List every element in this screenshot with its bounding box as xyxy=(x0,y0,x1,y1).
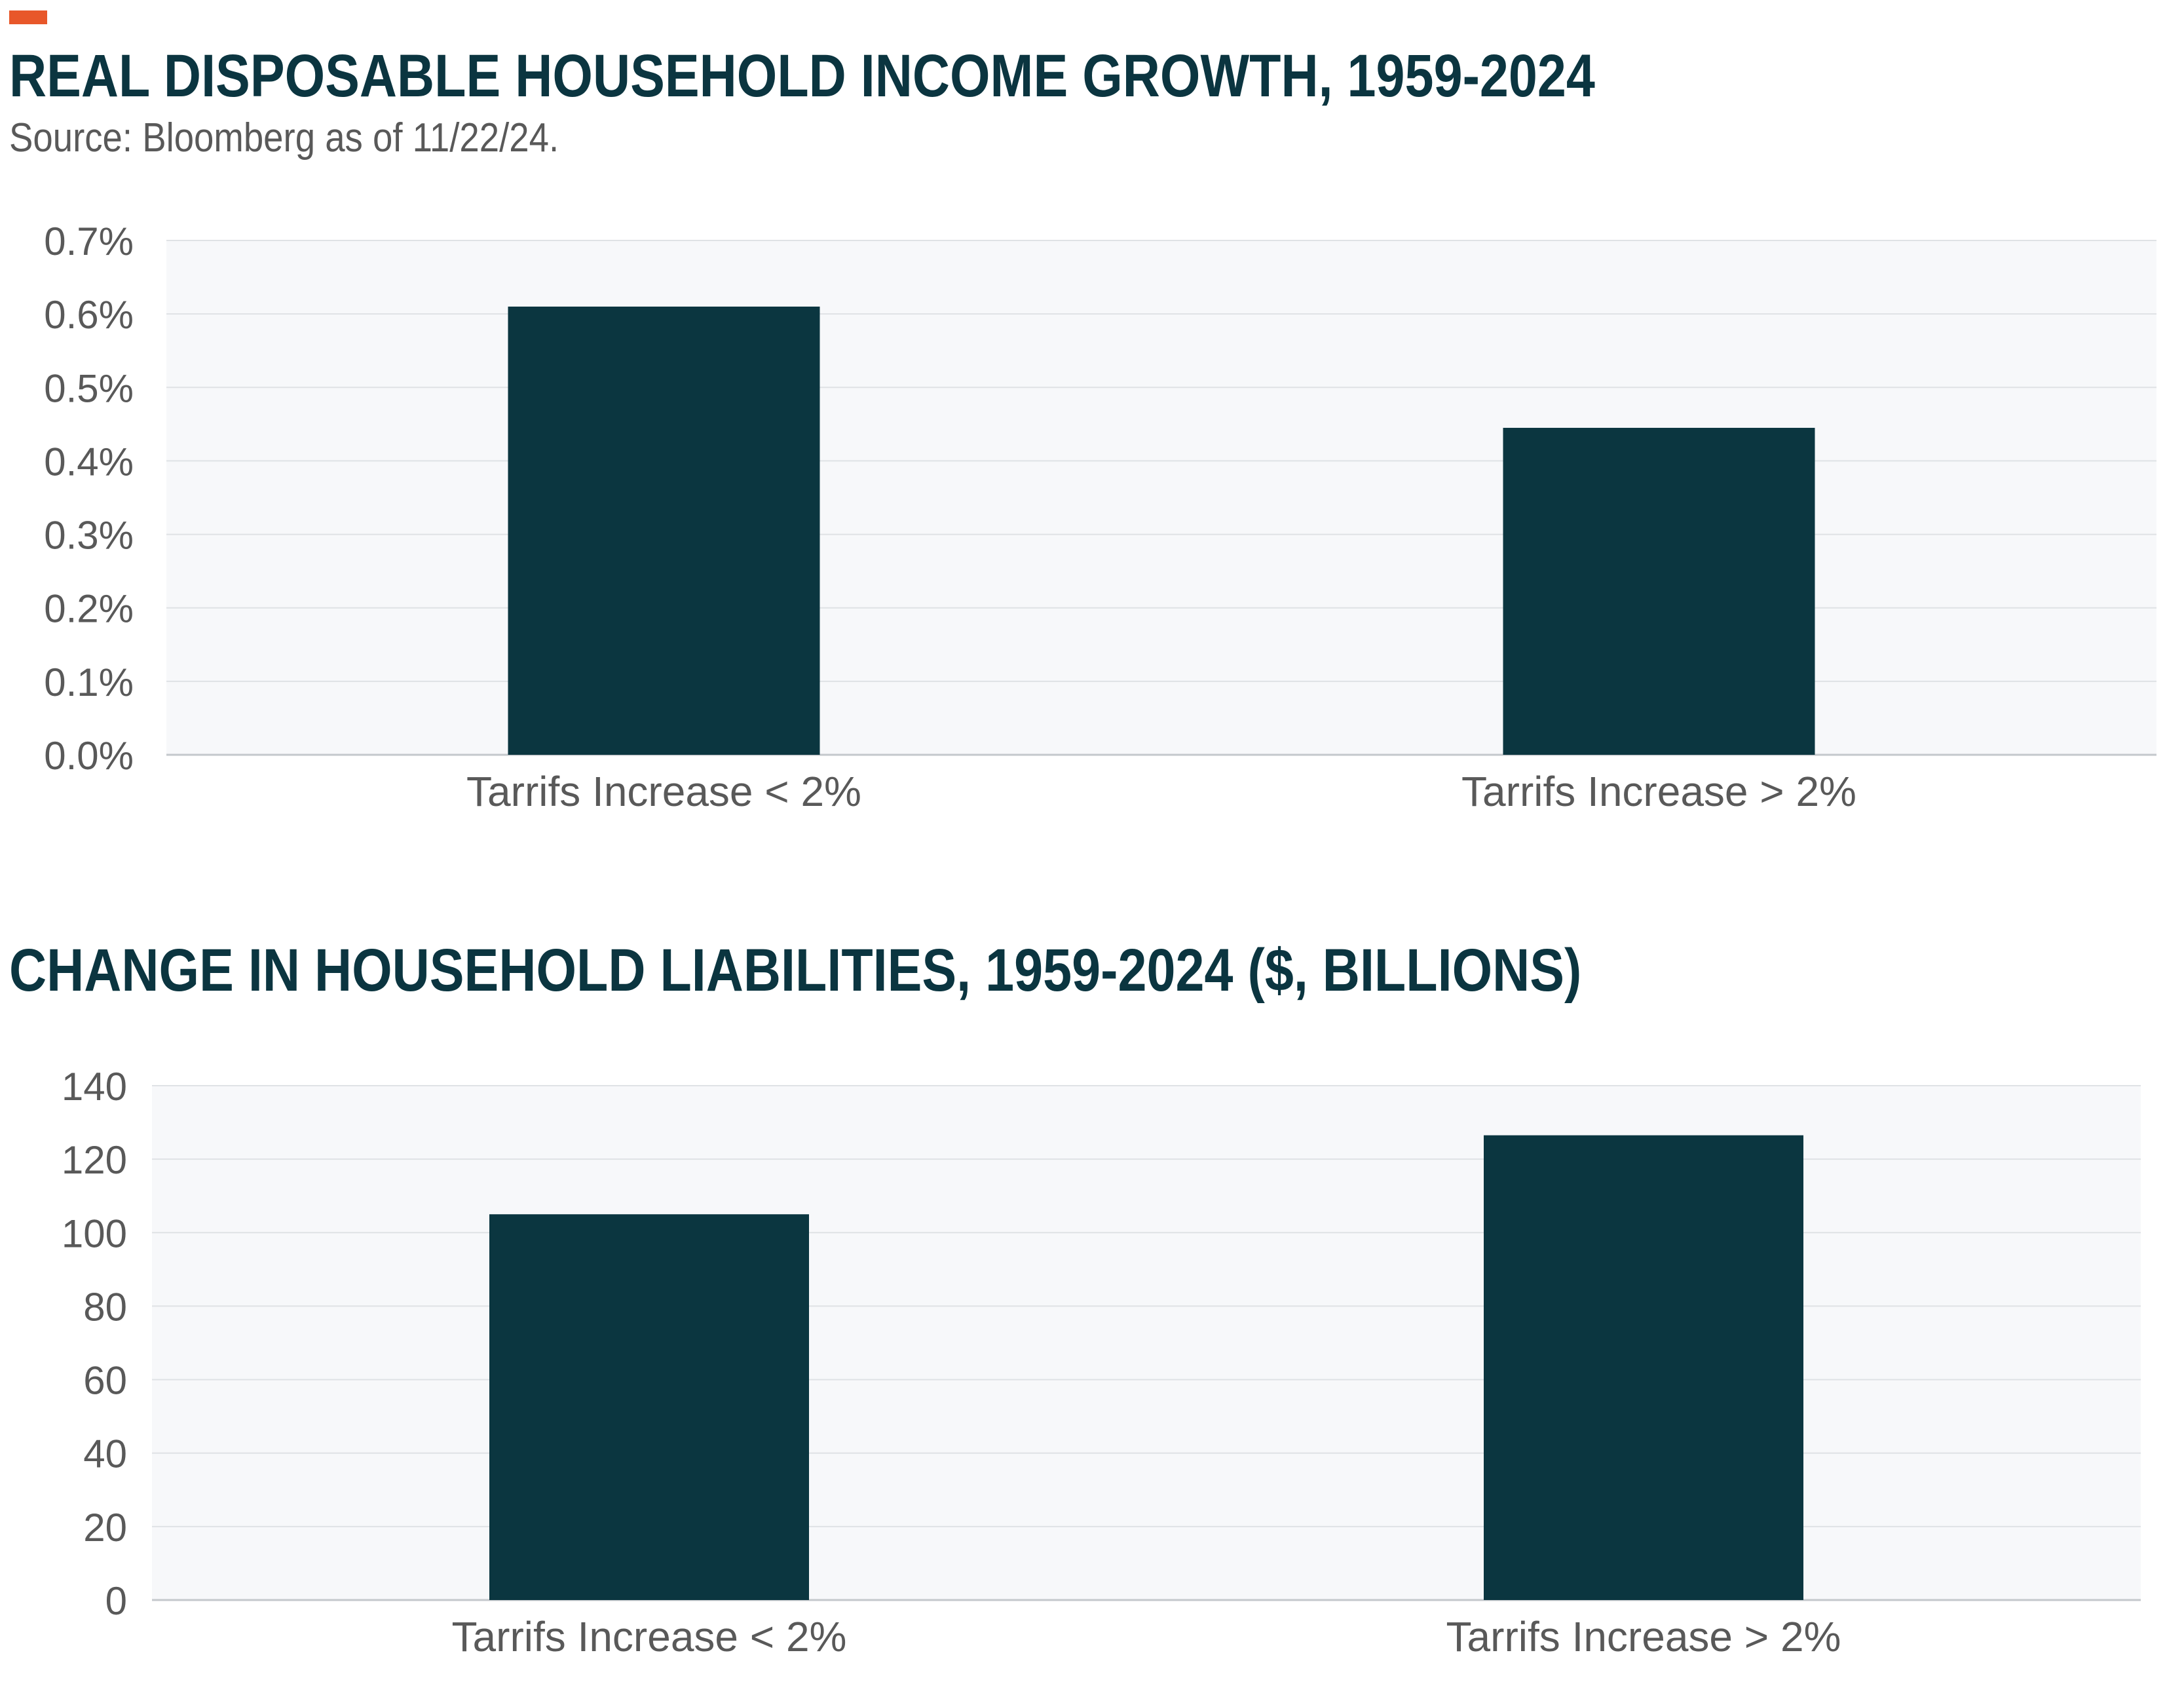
y-tick-label: 0.6% xyxy=(44,293,134,337)
plot-area xyxy=(152,1086,2141,1600)
y-tick-label: 20 xyxy=(83,1506,127,1550)
chart-title-income-growth: REAL DISPOSABLE HOUSEHOLD INCOME GROWTH,… xyxy=(9,43,1595,109)
bar xyxy=(1484,1135,1803,1600)
y-tick-label: 0.7% xyxy=(44,219,134,263)
bar xyxy=(508,306,820,755)
y-tick-label: 60 xyxy=(83,1359,127,1403)
x-category-label: Tarrifs Increase > 2% xyxy=(1446,1613,1841,1660)
y-tick-label: 0.4% xyxy=(44,440,134,484)
y-tick-label: 80 xyxy=(83,1285,127,1329)
income-growth-chart: 0.0% 0.1% 0.2% 0.3% 0.4% 0.5% 0.6% 0.7% Tarrifs … xyxy=(44,219,2156,815)
y-tick-label: 120 xyxy=(62,1138,127,1182)
chart-source-note: Source: Bloomberg as of 11/22/24. xyxy=(9,115,559,161)
x-category-label: Tarrifs Increase < 2% xyxy=(452,1613,847,1660)
y-tick-label: 0.2% xyxy=(44,587,134,631)
x-category-label: Tarrifs Increase < 2% xyxy=(466,768,861,815)
y-tick-label: 0.5% xyxy=(44,366,134,410)
y-tick-label: 0.3% xyxy=(44,514,134,558)
accent-bar xyxy=(9,10,47,24)
y-tick-label: 0 xyxy=(105,1579,127,1623)
bar xyxy=(489,1214,809,1600)
plot-area xyxy=(166,240,2156,755)
y-tick-label: 0.0% xyxy=(44,734,134,778)
y-tick-label: 0.1% xyxy=(44,660,134,704)
household-liabilities-chart: 0 20 40 60 80 100 120 140 Tarrifs Increase < 2% T… xyxy=(62,1065,2141,1660)
chart-title-household-liabilities: CHANGE IN HOUSEHOLD LIABILITIES, 1959-20… xyxy=(9,937,1582,1004)
y-tick-label: 140 xyxy=(62,1065,127,1109)
x-category-label: Tarrifs Increase > 2% xyxy=(1461,768,1856,815)
y-tick-label: 100 xyxy=(62,1211,127,1255)
y-tick-label: 40 xyxy=(83,1432,127,1476)
bar xyxy=(1503,427,1815,755)
